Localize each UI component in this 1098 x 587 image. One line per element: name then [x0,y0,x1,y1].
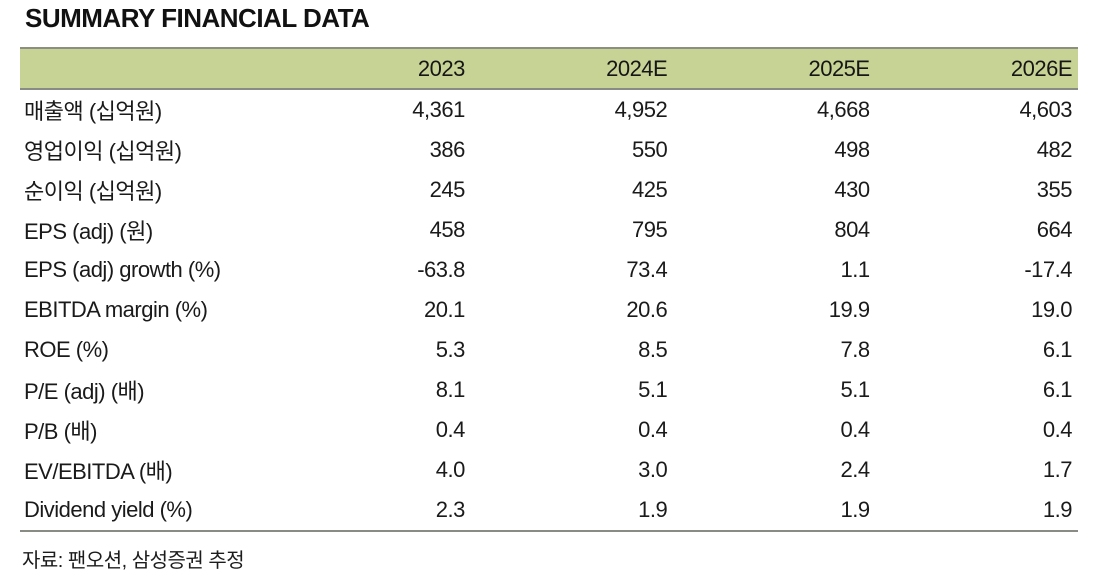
cell-value: 550 [632,137,668,162]
cell-value: 0.4 [638,417,668,442]
cell-value: 7.8 [840,337,871,362]
summary-financial-table: 2023 2024E 2025E 2026E 매출액 (십억원) 4,361 4… [20,47,1078,532]
cell-value: 1.9 [875,490,1078,532]
table-row: EBITDA margin (%) 20.1 20.6 19.9 19.0 [20,290,1078,330]
row-label: P/B (배) [24,419,97,444]
cell-value: 5.1 [638,377,668,402]
table-row: ROE (%) 5.3 8.5 7.8 6.1 [20,330,1078,370]
cell-value: 6.1 [1042,337,1073,362]
cell-value: 4,668 [817,97,870,122]
row-label: EV/EBITDA (배) [24,459,173,484]
cell-value: 2.4 [840,457,871,482]
cell-value: 8.5 [638,337,668,362]
row-label: 영업이익 (십억원) [24,139,182,164]
row-label: P/E (adj) (배) [24,379,145,404]
cell-value: 430 [834,177,870,202]
row-label: 매출액 (십억원) [24,99,162,124]
cell-value: 8.1 [435,377,466,402]
table-row: EPS (adj) (원) 458 795 804 664 [20,210,1078,250]
table-row: 매출액 (십억원) 4,361 4,952 4,668 4,603 [20,89,1078,130]
cell-value: 498 [834,137,870,162]
column-header-2023: 2023 [268,47,471,90]
cell-value: 20.6 [626,297,668,322]
table-row: Dividend yield (%) 2.3 1.9 1.9 1.9 [20,490,1078,532]
cell-value: 0.4 [840,417,871,442]
cell-value: 4,952 [614,97,668,122]
cell-value: 0.4 [435,417,466,442]
table-row: P/B (배) 0.4 0.4 0.4 0.4 [20,410,1078,450]
cell-value: 4,603 [1019,97,1072,122]
cell-value: 2.3 [268,490,471,532]
cell-value: -17.4 [1024,257,1072,282]
row-label: EPS (adj) (원) [24,219,153,244]
table-row: 영업이익 (십억원) 386 550 498 482 [20,130,1078,170]
cell-value: 4.0 [435,457,466,482]
cell-value: 1.9 [470,490,674,532]
column-header-2026e: 2026E [875,47,1078,90]
cell-value: 482 [1036,137,1073,162]
row-label: 순이익 (십억원) [24,179,162,204]
cell-value: 795 [632,217,668,242]
cell-value: 355 [1036,177,1073,202]
table-row: EV/EBITDA (배) 4.0 3.0 2.4 1.7 [20,450,1078,490]
cell-value: 6.1 [1042,377,1073,402]
cell-value: 1.7 [1042,457,1073,482]
column-header-2024e: 2024E [470,47,674,90]
cell-value: 20.1 [424,297,465,322]
cell-value: -63.8 [417,257,465,282]
cell-value: 386 [429,137,466,162]
table-body: 매출액 (십억원) 4,361 4,952 4,668 4,603 영업이익 (… [20,89,1078,532]
cell-value: 19.9 [828,297,870,322]
cell-value: 5.3 [435,337,466,362]
table-row: P/E (adj) (배) 8.1 5.1 5.1 6.1 [20,370,1078,410]
cell-value: 1.9 [673,490,876,532]
cell-value: 1.1 [840,257,871,282]
page-title: SUMMARY FINANCIAL DATA [25,3,370,33]
table-row: 순이익 (십억원) 245 425 430 355 [20,170,1078,210]
row-label: Dividend yield (%) [20,490,269,532]
cell-value: 804 [834,217,870,242]
row-label: EBITDA margin (%) [24,297,208,322]
cell-value: 73.4 [626,257,668,282]
cell-value: 458 [429,217,466,242]
row-label: EPS (adj) growth (%) [24,257,221,282]
cell-value: 245 [429,177,466,202]
cell-value: 4,361 [412,97,465,122]
header-row: 2023 2024E 2025E 2026E [20,47,1078,90]
source-note: 자료: 팬오션, 삼성증권 추정 [22,550,245,572]
column-header-2025e: 2025E [673,47,876,90]
cell-value: 19.0 [1031,297,1072,322]
table-header: 2023 2024E 2025E 2026E [20,47,1078,90]
cell-value: 3.0 [638,457,668,482]
row-label: ROE (%) [24,337,109,362]
cell-value: 425 [632,177,668,202]
header-label-spacer [20,47,269,90]
table-row: EPS (adj) growth (%) -63.8 73.4 1.1 -17.… [20,250,1078,290]
cell-value: 5.1 [840,377,871,402]
cell-value: 0.4 [1042,417,1073,442]
cell-value: 664 [1036,217,1073,242]
